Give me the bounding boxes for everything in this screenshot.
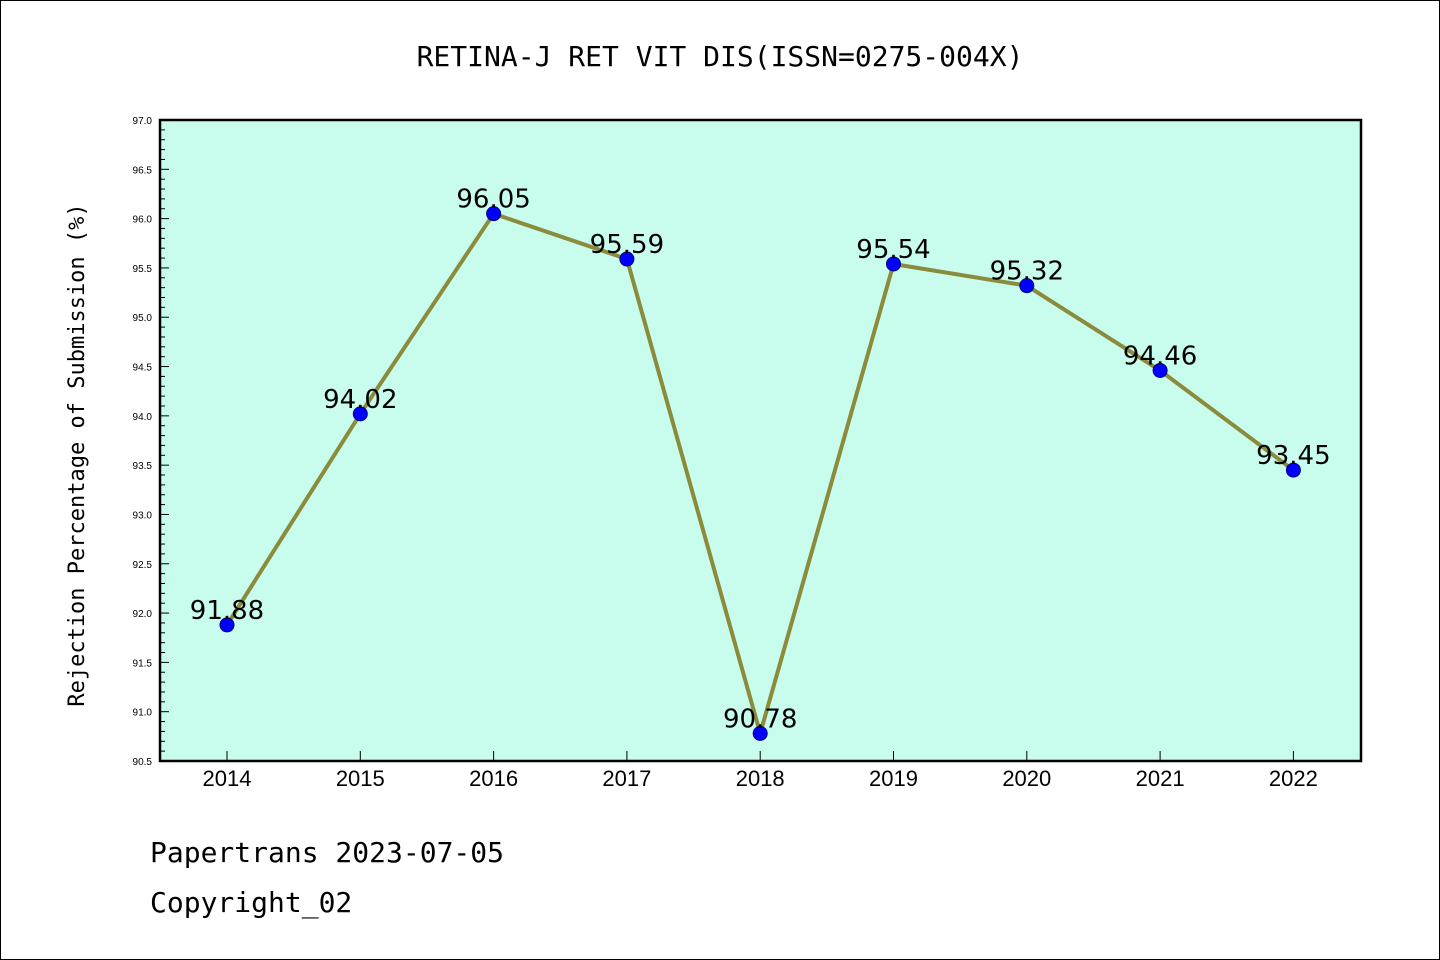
data-point-marker [486, 206, 502, 222]
data-point-marker [1019, 278, 1035, 294]
x-tick-label: 2020 [1002, 766, 1051, 791]
x-tick-label: 2021 [1136, 766, 1185, 791]
footer-copyright: Copyright_02 [150, 886, 353, 919]
y-tick-label: 92.0 [133, 609, 153, 620]
x-tick-label: 2014 [203, 766, 252, 791]
plot-border [158, 118, 1363, 763]
data-point-marker [752, 725, 768, 741]
data-point-marker [886, 256, 901, 272]
x-tick-label: 2017 [602, 766, 651, 791]
y-tick-label: 90.5 [133, 757, 153, 768]
data-value-label: 96.05 [456, 185, 530, 215]
data-value-label: 95.54 [856, 235, 930, 265]
y-axis-label: Rejection Percentage of Submission (%) [65, 203, 90, 706]
x-tick-label: 2015 [336, 766, 385, 791]
data-labels: 91.88 94.02 96.05 95.59 90.78 95.54 95.32 94.46… [190, 185, 1331, 735]
plot-area [160, 120, 1361, 761]
series-line-group [219, 206, 1301, 741]
data-value-label: 93.45 [1256, 441, 1330, 471]
x-tick-label: 2019 [869, 766, 918, 791]
x-tick-label: 2022 [1269, 766, 1318, 791]
y-tick-label: 95.0 [133, 313, 153, 324]
data-point-marker [619, 251, 635, 267]
y-tick-label: 94.0 [133, 412, 153, 423]
data-value-label: 94.02 [323, 385, 397, 415]
data-value-label: 90.78 [723, 704, 797, 734]
y-tick-label: 91.5 [133, 658, 153, 669]
footer-source-date: Papertrans 2023-07-05 [150, 836, 505, 869]
y-tick-label: 97.0 [133, 116, 153, 127]
x-tick-label: 2018 [736, 766, 785, 791]
data-point-marker [219, 617, 235, 633]
y-tick-label: 93.5 [133, 461, 153, 472]
data-value-label: 91.88 [190, 596, 264, 626]
data-value-label: 95.59 [590, 230, 664, 260]
data-value-label: 95.32 [990, 257, 1064, 287]
data-value-label: 94.46 [1123, 341, 1197, 371]
chart-title: RETINA-J RET VIT DIS(ISSN=0275-004X) [417, 40, 1024, 73]
axis-ticks: 90.5 91.0 91.5 92.0 92.5 93.0 93.5 94.0 94.5 95.0… [133, 116, 1318, 791]
y-tick-label: 91.0 [133, 708, 153, 719]
x-tick-label: 2016 [469, 766, 518, 791]
y-tick-label: 93.0 [133, 510, 153, 521]
y-tick-label: 92.5 [133, 560, 153, 571]
data-point-marker [352, 406, 368, 422]
y-tick-label: 95.5 [133, 264, 153, 275]
y-tick-label: 94.5 [133, 363, 153, 374]
data-point-marker [1285, 462, 1301, 478]
data-point-marker [1152, 362, 1168, 378]
y-tick-label: 96.5 [133, 165, 153, 176]
y-tick-label: 96.0 [133, 215, 153, 226]
